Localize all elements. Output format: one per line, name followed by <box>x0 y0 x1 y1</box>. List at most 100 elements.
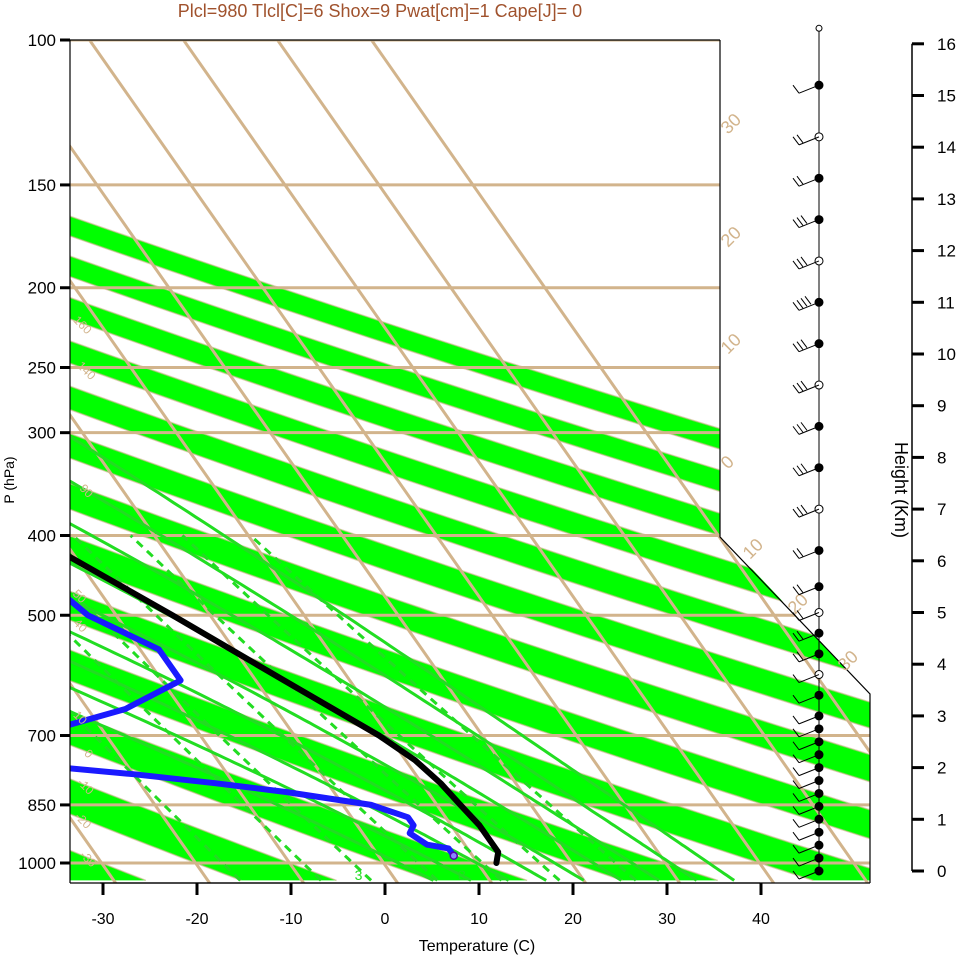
sounding-profiles <box>70 553 502 866</box>
wind-barb-flag <box>792 857 800 867</box>
moist-adiabat-line <box>70 597 585 882</box>
mask-fill <box>720 40 875 694</box>
wind-barb-flag <box>792 612 800 621</box>
wind-barb-flag <box>796 341 804 350</box>
height-tick-label: 14 <box>937 138 956 157</box>
wind-barb-flag <box>800 463 808 473</box>
wind-barb-shaft <box>798 260 820 270</box>
mixing-ratio-label: 3 <box>355 867 363 883</box>
wind-barb-shaft <box>798 177 820 187</box>
wind-barb-shaft <box>798 728 820 738</box>
wind-barb <box>792 792 820 802</box>
wind-barb-shaft <box>798 754 820 764</box>
dry-adiabat-band-80 <box>70 483 870 782</box>
height-tick-label: 8 <box>937 448 946 467</box>
dry-adiabat-line <box>70 457 870 729</box>
x-tick-label: 30 <box>658 911 676 928</box>
wind-barb <box>792 870 820 880</box>
chart-title: Plcl=980 Tlcl[C]=6 Shox=9 Pwat[cm]=1 Cap… <box>178 1 582 21</box>
wind-barb-shaft <box>798 857 820 867</box>
wind-barb-shaft <box>798 343 820 353</box>
wind-barb-flag <box>792 219 800 228</box>
wind-barb-flag <box>796 506 804 516</box>
wind-barb-shaft <box>798 805 820 815</box>
wind-barb-flag <box>792 806 800 815</box>
p-tick-label: 500 <box>28 606 56 625</box>
dry-adiabat-line <box>70 619 814 882</box>
wind-barb-flag <box>796 134 804 144</box>
wind-barb <box>792 715 820 725</box>
wind-barb <box>792 175 820 187</box>
wind-barb-flag <box>792 818 800 828</box>
x-tick-label: 10 <box>470 911 488 928</box>
p-tick-label: 300 <box>28 424 56 443</box>
height-tick-label: 0 <box>937 862 946 881</box>
isotherm-line <box>70 546 306 883</box>
wind-barb-shaft <box>798 612 820 621</box>
height-tick-label: 12 <box>937 242 956 261</box>
wind-barb-flag <box>796 217 804 226</box>
wind-barb-flag <box>800 339 808 348</box>
height-tick-label: 2 <box>937 759 946 778</box>
wind-barb-shaft <box>798 792 820 802</box>
wind-barb <box>792 630 820 642</box>
wind-barb <box>792 844 820 854</box>
dry-adiabat-band-140 <box>70 340 870 629</box>
wind-barb <box>792 84 820 94</box>
dry-adiabat-line <box>70 508 870 783</box>
dry-adiabat-band--40 <box>70 850 146 881</box>
wind-barb-shaft <box>798 84 820 94</box>
wind-barb-flag <box>796 610 804 619</box>
wind-barb-shaft <box>798 844 820 854</box>
wind-barb-flag <box>792 831 800 841</box>
dry-adiabat-line <box>70 744 433 882</box>
wind-barb-shaft <box>798 301 820 311</box>
wind-barb <box>792 548 820 559</box>
wind-barb <box>792 754 820 764</box>
p-tick-label: 700 <box>28 727 56 746</box>
wind-barb-shaft <box>798 653 820 663</box>
wind-barb-flag <box>792 694 800 704</box>
wind-barb-flag <box>796 382 804 392</box>
isotherm-line <box>181 40 776 883</box>
wind-barb-shaft <box>798 632 820 642</box>
moist-adiabat-line <box>70 434 736 882</box>
wind-barb-shaft <box>798 831 820 841</box>
wind-barb-shaft <box>798 549 820 559</box>
wind-barb-flag <box>792 84 800 94</box>
wind-barb-shaft <box>798 741 820 751</box>
wind-barb <box>792 728 820 738</box>
x-tick-label: 40 <box>752 911 770 928</box>
isotherm-line <box>70 278 494 883</box>
wind-barb <box>792 584 820 596</box>
isotherm-line <box>275 40 870 883</box>
wind-barb <box>792 610 820 621</box>
wind-barb-flag <box>800 380 808 390</box>
wind-profile <box>792 24 824 880</box>
wind-barb-shaft <box>798 694 820 704</box>
wind-barb-flag <box>792 301 800 311</box>
wind-barb-shaft <box>798 467 820 477</box>
isotherm-line <box>70 143 588 883</box>
wind-barb <box>792 380 820 394</box>
wind-barb-flag <box>796 424 804 433</box>
wind-barb-flag <box>792 780 800 789</box>
wind-barb-flag <box>792 632 800 642</box>
wind-barb-flag <box>796 584 804 593</box>
isotherm-line <box>70 680 212 883</box>
wind-barb-flag <box>792 177 800 187</box>
wind-barb-flag <box>792 550 800 559</box>
wind-barb-shaft <box>798 767 820 777</box>
p-tick-label: 150 <box>28 176 56 195</box>
dry-adiabat-line <box>70 590 870 870</box>
wind-barb-flag <box>792 754 800 763</box>
wind-barb <box>792 256 820 270</box>
wind-barb-shaft <box>798 219 820 229</box>
dry-adiabat-band-120 <box>70 386 870 677</box>
surface-dewpoint-marker <box>449 851 458 861</box>
wind-barb-flag <box>792 508 800 518</box>
wind-barb-flag <box>796 175 804 185</box>
